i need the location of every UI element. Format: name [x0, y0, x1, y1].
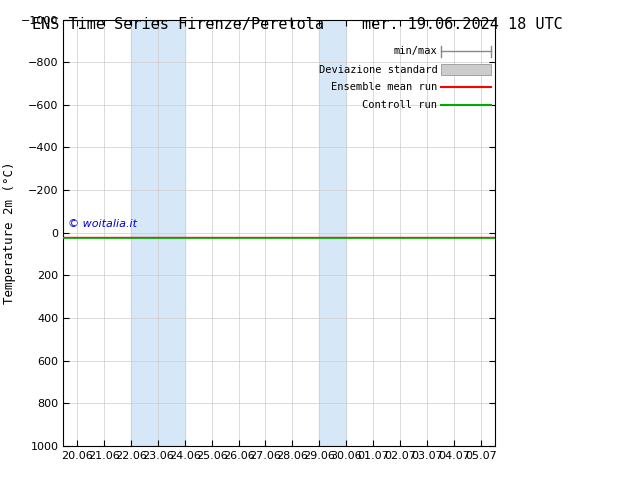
Bar [320, 20, 346, 446]
Text: ENS Time Series Firenze/Peretola: ENS Time Series Firenze/Peretola [32, 17, 323, 32]
Text: Deviazione standard: Deviazione standard [319, 65, 437, 74]
Text: mer. 19.06.2024 18 UTC: mer. 19.06.2024 18 UTC [363, 17, 563, 32]
Y-axis label: Temperature 2m (°C): Temperature 2m (°C) [3, 162, 16, 304]
Text: min/max: min/max [394, 47, 437, 56]
Bar [131, 20, 184, 446]
Text: Controll run: Controll run [363, 100, 437, 110]
Text: Ensemble mean run: Ensemble mean run [331, 82, 437, 92]
Text: © woitalia.it: © woitalia.it [68, 219, 137, 229]
